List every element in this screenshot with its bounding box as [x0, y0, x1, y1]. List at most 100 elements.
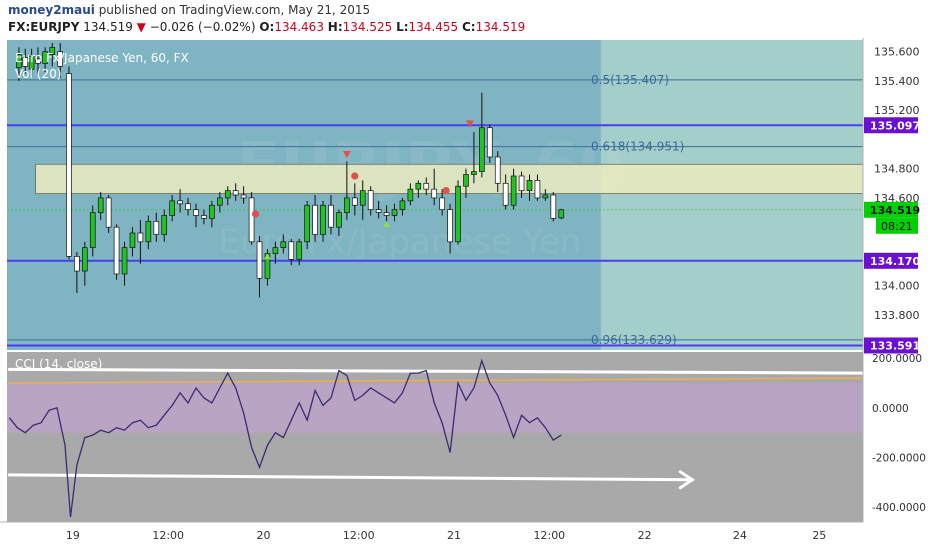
price-level-tag[interactable]	[864, 252, 918, 269]
candle[interactable]	[542, 194, 549, 199]
time-axis-tick: 12:00	[343, 529, 375, 542]
candle[interactable]	[312, 204, 318, 235]
candle[interactable]	[288, 241, 295, 260]
candle[interactable]	[439, 197, 445, 210]
candle[interactable]	[169, 200, 175, 216]
candle[interactable]	[66, 73, 72, 257]
candle[interactable]	[502, 182, 509, 206]
candle[interactable]	[304, 204, 310, 243]
cci-axis-tick: 200.0000	[872, 353, 922, 365]
candle[interactable]	[16, 54, 22, 69]
candle[interactable]	[471, 171, 477, 175]
candle[interactable]	[280, 241, 287, 248]
candle[interactable]	[113, 226, 120, 275]
countdown-label: 08:21	[881, 220, 913, 233]
cci-series-line[interactable]	[8, 358, 562, 518]
candle[interactable]	[344, 197, 350, 213]
candle[interactable]	[272, 247, 279, 254]
candle[interactable]	[28, 55, 35, 70]
candle[interactable]	[201, 215, 207, 219]
candle[interactable]	[177, 200, 183, 205]
candle[interactable]	[193, 209, 199, 216]
price-pane-title: Euro Fx/Japanese Yen, 60, FX	[15, 51, 189, 65]
chart-canvas[interactable]: EURJPY, 60Euro Fx/Japanese Yen0.5(135.40…	[0, 38, 932, 550]
candle[interactable]	[423, 182, 430, 190]
candle[interactable]	[415, 182, 422, 190]
candle[interactable]	[137, 232, 144, 243]
candle[interactable]	[375, 209, 382, 213]
price-level-tag[interactable]	[864, 337, 918, 354]
fib-level-label: 0.618(134.951)	[591, 140, 684, 154]
candle[interactable]	[256, 241, 263, 279]
candle[interactable]	[463, 174, 469, 187]
price-level-tag[interactable]	[864, 201, 918, 218]
candle[interactable]	[216, 197, 223, 206]
candle[interactable]	[486, 127, 493, 158]
price-axis-tick: 134.000	[874, 280, 920, 293]
candle[interactable]	[153, 220, 160, 235]
candle[interactable]	[558, 209, 565, 219]
candle[interactable]	[431, 188, 438, 199]
price-axis-tick: 134.600	[874, 192, 920, 205]
candle[interactable]	[526, 180, 533, 191]
candle[interactable]	[479, 127, 485, 172]
signal-dot	[351, 172, 359, 180]
cci-trendline[interactable]	[7, 367, 865, 375]
author-link[interactable]: money2maui	[8, 3, 95, 17]
candle[interactable]	[42, 51, 48, 64]
price-pane[interactable]: EURJPY, 60Euro Fx/Japanese Yen0.5(135.40…	[0, 40, 932, 352]
sell-signal-triangle	[342, 151, 351, 159]
candle[interactable]	[240, 194, 247, 199]
price-axis-tick: 133.800	[874, 309, 920, 322]
candle[interactable]	[518, 175, 525, 191]
cci-trendline[interactable]	[7, 473, 694, 482]
candle[interactable]	[494, 156, 501, 184]
candle[interactable]	[248, 197, 255, 243]
candle[interactable]	[35, 58, 41, 64]
candle[interactable]	[57, 51, 64, 67]
candle[interactable]	[383, 212, 390, 216]
candle[interactable]	[328, 204, 334, 228]
candle[interactable]	[336, 212, 342, 228]
candle[interactable]	[407, 188, 414, 202]
candle[interactable]	[161, 215, 168, 235]
candle[interactable]	[121, 247, 128, 275]
candle[interactable]	[97, 197, 104, 213]
candle[interactable]	[185, 203, 191, 210]
candle[interactable]	[22, 57, 29, 67]
price-axis-tick: 135.200	[874, 104, 920, 117]
time-axis-tick: 21	[447, 529, 461, 542]
candle[interactable]	[129, 232, 136, 248]
time-axis[interactable]: 19 12:00 20 12:00 21 12:00 22 24 25	[0, 521, 932, 550]
candle[interactable]	[391, 209, 398, 216]
resistance-zone[interactable]	[35, 163, 864, 194]
candle[interactable]	[82, 247, 88, 272]
price-axis[interactable]: 135.600 135.400 135.200 134.800 134.600 134.0…	[862, 38, 932, 522]
fib-level-label: 0.96(133.629)	[591, 333, 677, 347]
candle[interactable]	[232, 190, 239, 196]
candle[interactable]	[145, 220, 152, 243]
cci-trendline[interactable]	[8, 377, 864, 384]
candle[interactable]	[105, 197, 112, 228]
candle[interactable]	[534, 180, 541, 199]
candle[interactable]	[510, 175, 517, 206]
candle[interactable]	[359, 190, 366, 206]
candle[interactable]	[74, 256, 80, 272]
candle[interactable]	[351, 197, 358, 206]
candle[interactable]	[49, 46, 56, 55]
cci-pane[interactable]: CCI (14, close)	[7, 352, 865, 522]
candle[interactable]	[455, 185, 461, 243]
candle[interactable]	[550, 194, 557, 219]
candle[interactable]	[447, 209, 453, 243]
candle[interactable]	[224, 190, 231, 199]
candle[interactable]	[320, 204, 326, 235]
candle[interactable]	[399, 200, 406, 210]
price-level-tag[interactable]	[864, 117, 918, 134]
symbol-label[interactable]: FX:EURJPY	[8, 20, 80, 34]
candle[interactable]	[296, 241, 303, 260]
candle[interactable]	[209, 204, 215, 219]
candle[interactable]	[367, 190, 374, 210]
last-price: 134.519	[83, 20, 133, 34]
candle[interactable]	[89, 212, 96, 248]
countdown-tag	[876, 217, 918, 234]
